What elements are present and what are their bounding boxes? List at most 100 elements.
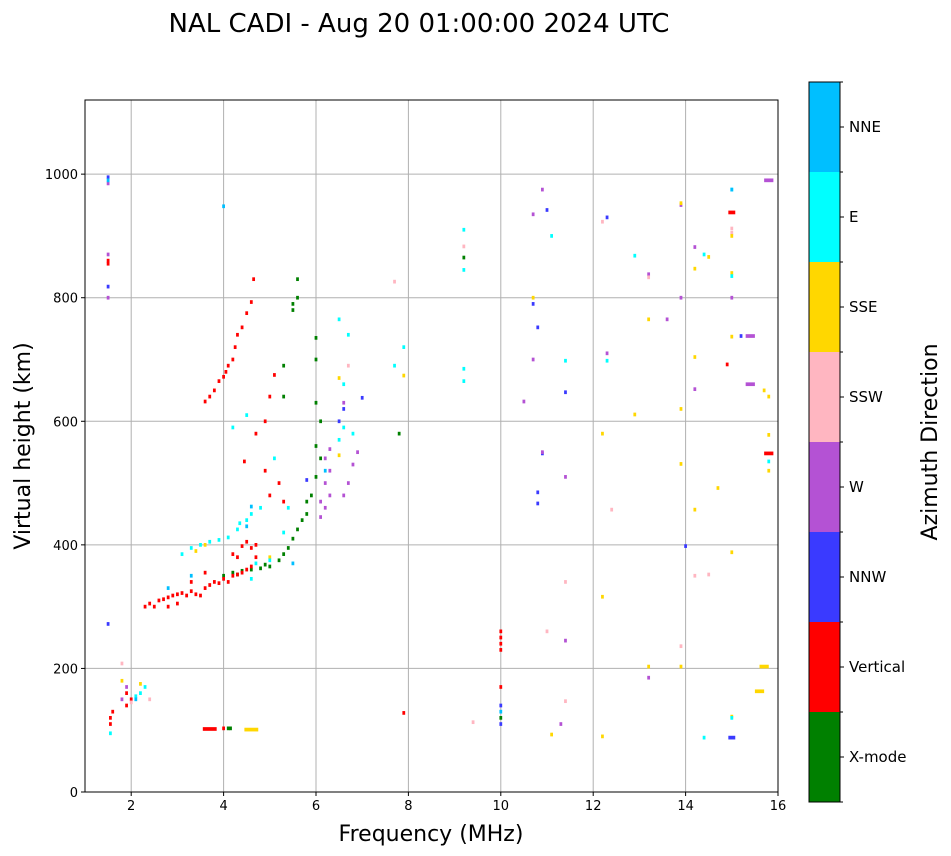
echo-mark-w bbox=[693, 387, 697, 392]
echo-mark-vertical bbox=[249, 300, 253, 304]
echo-mark-ssw bbox=[647, 275, 651, 280]
echo-mark-sse bbox=[679, 407, 683, 411]
echo-mark-nnw bbox=[106, 284, 110, 289]
echo-mark-nnw bbox=[684, 544, 687, 548]
echo-mark-vertical bbox=[212, 580, 216, 584]
echo-mark-e bbox=[564, 358, 567, 363]
echo-mark-nnw bbox=[305, 478, 309, 482]
echo-mark-ssw bbox=[545, 629, 549, 634]
x-axis-label: Frequency (MHz) bbox=[339, 822, 524, 847]
echo-mark-vertical bbox=[202, 727, 217, 731]
echo-mark-vertical bbox=[111, 709, 115, 714]
echo-mark-x-mode bbox=[305, 499, 309, 504]
echo-mark-vertical bbox=[106, 261, 110, 266]
echo-mark-w bbox=[328, 447, 332, 451]
echo-mark-ssw bbox=[730, 230, 734, 235]
echo-mark-nnw bbox=[337, 419, 341, 424]
echo-mark-sse bbox=[754, 689, 765, 694]
echo-mark-nne bbox=[730, 187, 734, 192]
echo-mark-nnw bbox=[342, 407, 346, 411]
chart-title: NAL CADI - Aug 20 01:00:00 2024 UTC bbox=[169, 9, 670, 39]
echo-mark-w bbox=[679, 295, 683, 300]
echo-mark-sse bbox=[601, 594, 604, 599]
echo-mark-sse bbox=[716, 486, 720, 490]
echo-mark-w bbox=[323, 505, 327, 510]
x-tick-label: 16 bbox=[770, 799, 787, 814]
echo-mark-vertical bbox=[125, 703, 128, 708]
echo-mark-x-mode bbox=[291, 302, 295, 306]
echo-mark-vertical bbox=[148, 601, 152, 606]
echo-mark-vertical bbox=[245, 539, 249, 544]
echo-mark-w bbox=[730, 295, 734, 300]
echo-mark-ssw bbox=[393, 279, 396, 284]
echo-mark-nne bbox=[134, 697, 138, 702]
echo-mark-w bbox=[647, 272, 651, 277]
echo-mark-sse bbox=[707, 255, 711, 259]
echo-mark-x-mode bbox=[314, 336, 318, 340]
echo-mark-e bbox=[702, 252, 706, 257]
echo-mark-w bbox=[346, 481, 350, 485]
echo-mark-nne bbox=[291, 561, 295, 566]
echo-mark-e bbox=[208, 539, 212, 544]
echo-mark-vertical bbox=[199, 593, 202, 598]
echo-mark-vertical bbox=[252, 277, 256, 282]
echo-mark-e bbox=[402, 345, 406, 349]
echo-mark-vertical bbox=[240, 544, 244, 548]
echo-mark-w bbox=[106, 295, 110, 300]
echo-mark-w bbox=[665, 317, 669, 322]
colorbar-segment bbox=[809, 712, 840, 802]
echo-mark-ssw bbox=[693, 573, 697, 578]
x-tick-label: 10 bbox=[493, 799, 510, 814]
echo-mark-sse bbox=[402, 373, 406, 378]
echo-mark-sse bbox=[194, 549, 198, 553]
echo-mark-vertical bbox=[231, 573, 235, 578]
echo-mark-w bbox=[342, 400, 346, 405]
echo-mark-x-mode bbox=[300, 518, 304, 522]
echo-mark-vertical bbox=[499, 635, 503, 640]
echo-mark-w bbox=[745, 382, 755, 387]
echo-mark-nnw bbox=[499, 703, 503, 708]
echo-mark-sse bbox=[601, 734, 604, 739]
echo-mark-sse bbox=[337, 376, 341, 380]
echo-mark-w bbox=[540, 450, 544, 455]
echo-mark-e bbox=[109, 731, 112, 736]
echo-mark-vertical bbox=[166, 595, 170, 600]
echo-mark-ssw bbox=[462, 244, 466, 249]
echo-mark-w bbox=[328, 468, 332, 473]
echo-mark-sse bbox=[693, 266, 697, 271]
echo-mark-ssw bbox=[601, 219, 604, 224]
echo-mark-w bbox=[745, 334, 755, 338]
echo-mark-x-mode bbox=[305, 512, 309, 516]
echo-mark-sse bbox=[679, 201, 683, 206]
echo-mark-e bbox=[254, 561, 258, 566]
colorbar-segment bbox=[809, 532, 840, 622]
echo-mark-sse bbox=[730, 234, 734, 238]
echo-mark-sse bbox=[767, 394, 771, 399]
echo-mark-x-mode bbox=[314, 475, 318, 479]
echo-mark-e bbox=[633, 253, 637, 258]
echo-mark-x-mode bbox=[397, 431, 401, 436]
echo-mark-vertical bbox=[203, 399, 207, 404]
echo-mark-vertical bbox=[402, 711, 406, 715]
colorbar-tick-label: Vertical bbox=[849, 658, 905, 676]
echo-mark-ssw bbox=[679, 644, 683, 649]
colorbar-segment bbox=[809, 82, 840, 172]
echo-mark-x-mode bbox=[314, 444, 318, 448]
echo-mark-x-mode bbox=[282, 394, 286, 399]
echo-mark-e bbox=[268, 558, 272, 563]
echo-mark-e bbox=[134, 694, 138, 699]
echo-mark-e bbox=[282, 530, 286, 535]
echo-mark-e bbox=[730, 274, 734, 278]
echo-mark-w bbox=[106, 252, 110, 257]
echo-mark-vertical bbox=[236, 332, 239, 337]
echo-mark-e bbox=[245, 518, 249, 522]
echo-mark-sse bbox=[693, 355, 697, 359]
echo-mark-sse bbox=[633, 412, 637, 417]
echo-mark-w bbox=[531, 357, 535, 362]
colorbar-tick-label: SSW bbox=[849, 388, 883, 406]
echo-mark-sse bbox=[550, 732, 554, 737]
echo-mark-sse bbox=[767, 468, 771, 473]
colorbar: X-mode Vertical NNW W SSW SSE E NNE bbox=[808, 81, 906, 803]
echo-mark-nnw bbox=[360, 395, 364, 400]
echo-mark-vertical bbox=[157, 598, 161, 603]
